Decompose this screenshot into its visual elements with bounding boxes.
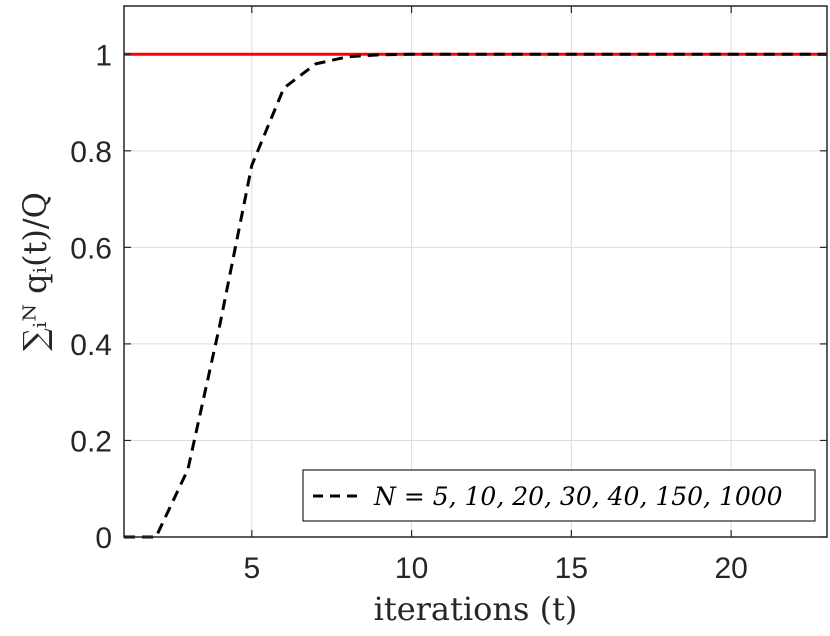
x-tick-label: 10 — [395, 552, 428, 585]
legend-box — [302, 469, 816, 522]
x-tick-label: 15 — [555, 552, 588, 585]
x-tick-label: 5 — [243, 552, 260, 585]
y-tick-label: 1 — [95, 39, 112, 72]
y-tick-label: 0 — [95, 522, 112, 555]
y-tick-label: 0.2 — [70, 425, 112, 458]
y-axis-label: ∑ᵢᴺ qᵢ(t)/Q — [16, 192, 54, 351]
legend: N = 5, 10, 20, 30, 40, 150, 1000 — [302, 469, 816, 522]
y-tick-label: 0.6 — [70, 232, 112, 265]
y-tick-label: 0.4 — [70, 329, 112, 362]
y-tick-label: 0.8 — [70, 136, 112, 169]
axis-ticks: 5 10 15 20 0 0.2 0.4 0.6 0.8 1 — [70, 6, 827, 585]
plot-frame — [123, 5, 828, 538]
legend-series-label: N = 5, 10, 20, 30, 40, 150, 1000 — [373, 482, 783, 511]
plot-series — [124, 52, 827, 539]
x-axis-label: iterations (t) — [374, 590, 578, 628]
x-tick-label: 20 — [714, 552, 747, 585]
dashed-series-line — [124, 52, 827, 539]
